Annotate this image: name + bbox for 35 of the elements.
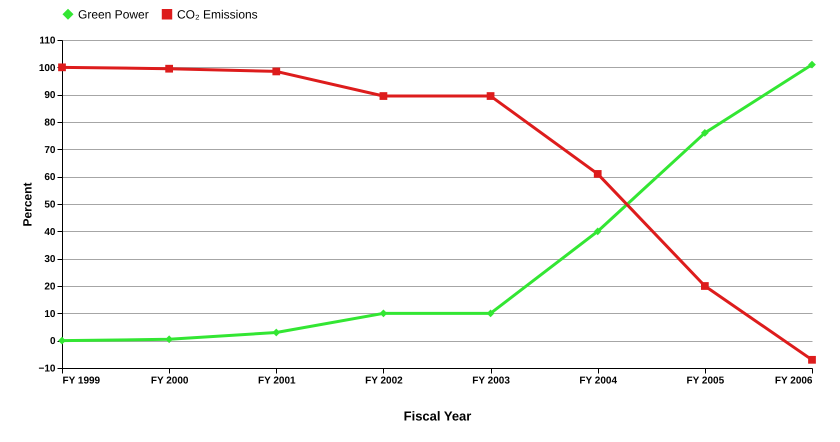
y-tick-label: 90 — [44, 90, 56, 102]
x-tick-label: FY 2005 — [686, 376, 725, 386]
x-tick-label: FY 2003 — [472, 376, 510, 386]
y-tick-label: −10 — [38, 364, 56, 374]
y-tick-label: 0 — [50, 336, 56, 348]
y-tick-label: 60 — [44, 172, 56, 184]
x-tick-label: FY 2001 — [258, 376, 296, 386]
point — [594, 227, 602, 236]
x-axis-title: Fiscal Year — [404, 408, 472, 424]
point — [808, 356, 816, 364]
legend-label: CO₂ Emissions — [177, 7, 258, 22]
point — [272, 68, 280, 76]
y-tick-label: 110 — [39, 36, 56, 46]
x-tick-label: FY 2002 — [365, 376, 404, 386]
x-tick-label: FY 1999 — [62, 376, 101, 386]
y-tick-label: 80 — [44, 118, 56, 128]
y-axis-title: Percent — [20, 182, 35, 227]
y-tick-label: 40 — [44, 226, 56, 238]
point — [165, 64, 174, 73]
y-tick-label: 50 — [44, 200, 56, 210]
y-tick-label: 100 — [38, 62, 56, 74]
x-tick-label: FY 2000 — [150, 376, 189, 386]
y-tick-label: 10 — [44, 308, 56, 320]
y-tick-label: 20 — [44, 282, 56, 292]
point — [594, 170, 602, 178]
y-tick-label: 30 — [44, 254, 56, 266]
x-tick-label: FY 2004 — [579, 376, 618, 386]
point — [486, 92, 494, 100]
point — [808, 60, 816, 68]
x-tick-label: FY 2006 — [774, 376, 813, 386]
point — [700, 282, 709, 290]
legend-label: Green Power — [78, 7, 149, 22]
point — [380, 92, 388, 100]
y-tick-label: 70 — [44, 144, 56, 156]
point — [700, 129, 709, 137]
